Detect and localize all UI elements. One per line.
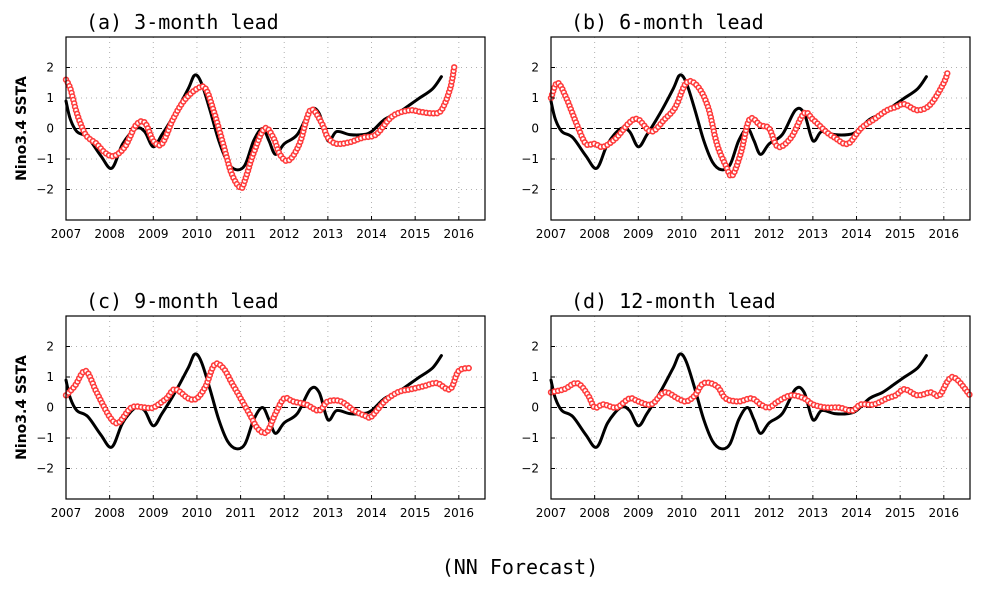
x-tick-label: 2008 — [579, 227, 610, 241]
x-tick-label: 2014 — [356, 506, 387, 520]
chart-title: (c) 9-month lead — [86, 289, 279, 313]
x-tick-label: 2014 — [356, 227, 387, 241]
forecast-series-line — [65, 65, 455, 189]
x-tick-label: 2015 — [400, 227, 431, 241]
chart-title: (b) 6-month lead — [571, 10, 764, 34]
forecast-point — [465, 364, 472, 372]
x-tick-label: 2013 — [313, 227, 344, 241]
y-tick-label: −2 — [521, 183, 539, 197]
y-tick-label: −1 — [521, 152, 539, 166]
x-tick-label: 2016 — [444, 506, 475, 520]
x-tick-label: 2016 — [444, 227, 475, 241]
x-tick-label: 2011 — [225, 506, 256, 520]
x-tick-label: 2010 — [667, 227, 698, 241]
y-axis-label: Nino3.4 SSTA — [14, 76, 30, 181]
x-tick-label: 2016 — [929, 506, 960, 520]
y-tick-label: 2 — [531, 61, 539, 75]
y-tick-label: −2 — [36, 462, 54, 476]
x-tick-label: 2014 — [841, 506, 872, 520]
x-tick-label: 2007 — [51, 506, 82, 520]
x-tick-label: 2013 — [798, 506, 829, 520]
panels: 2007 2008 2009 2010 2011 2012 2013 2014 2015 2016… — [14, 10, 973, 520]
chart-title: (d) 12-month lead — [571, 289, 776, 313]
y-tick-label: 0 — [46, 401, 54, 415]
x-tick-label: 2015 — [885, 506, 916, 520]
x-tick-label: 2007 — [51, 227, 82, 241]
x-tick-label: 2007 — [536, 506, 567, 520]
x-tick-label: 2011 — [710, 227, 741, 241]
y-tick-label: 1 — [531, 370, 539, 384]
y-tick-label: 1 — [46, 91, 54, 105]
y-tick-label: 2 — [46, 340, 54, 354]
y-tick-label: 2 — [531, 340, 539, 354]
x-tick-label: 2008 — [94, 227, 125, 241]
x-tick-label: 2013 — [798, 227, 829, 241]
y-tick-label: 0 — [46, 122, 54, 136]
x-tick-label: 2011 — [225, 227, 256, 241]
x-tick-label: 2009 — [623, 227, 654, 241]
x-tick-label: 2009 — [138, 227, 169, 241]
y-tick-label: 0 — [531, 122, 539, 136]
footer-label: (NN Forecast) — [442, 555, 599, 579]
x-tick-label: 2010 — [667, 506, 698, 520]
y-tick-label: 2 — [46, 61, 54, 75]
chart-title: (a) 3-month lead — [86, 10, 279, 34]
x-tick-label: 2016 — [929, 227, 960, 241]
chart-panel-4: 2007 2008 2009 2010 2011 2012 2013 2014 2015 2016… — [521, 289, 973, 520]
chart-panel-2: 2007 2008 2009 2010 2011 2012 2013 2014 2015 2016… — [521, 10, 971, 241]
x-tick-label: 2014 — [841, 227, 872, 241]
forecast-point — [944, 70, 951, 77]
x-tick-label: 2007 — [536, 227, 567, 241]
chart-panel-1: 2007 2008 2009 2010 2011 2012 2013 2014 2015 2016… — [14, 10, 486, 241]
y-tick-label: 1 — [531, 91, 539, 105]
y-tick-label: −2 — [521, 462, 539, 476]
x-tick-label: 2012 — [269, 227, 300, 241]
y-tick-label: −1 — [36, 431, 54, 445]
x-tick-label: 2010 — [182, 506, 213, 520]
x-tick-label: 2012 — [269, 506, 300, 520]
x-tick-label: 2011 — [710, 506, 741, 520]
y-tick-label: −2 — [36, 183, 54, 197]
x-tick-label: 2009 — [138, 506, 169, 520]
y-axis-label: Nino3.4 SSTA — [14, 355, 30, 460]
y-tick-label: 0 — [531, 401, 539, 415]
x-tick-label: 2009 — [623, 506, 654, 520]
y-tick-label: 1 — [46, 370, 54, 384]
forecast-point — [451, 64, 458, 71]
y-tick-label: −1 — [36, 152, 54, 166]
x-tick-label: 2015 — [885, 227, 916, 241]
chart-panel-3: 2007 2008 2009 2010 2011 2012 2013 2014 2015 2016… — [14, 289, 486, 520]
x-tick-label: 2012 — [754, 227, 785, 241]
x-tick-label: 2010 — [182, 227, 213, 241]
x-tick-label: 2008 — [579, 506, 610, 520]
x-tick-label: 2015 — [400, 506, 431, 520]
x-tick-label: 2012 — [754, 506, 785, 520]
y-tick-label: −1 — [521, 431, 539, 445]
x-tick-label: 2013 — [313, 506, 344, 520]
x-tick-label: 2008 — [94, 506, 125, 520]
